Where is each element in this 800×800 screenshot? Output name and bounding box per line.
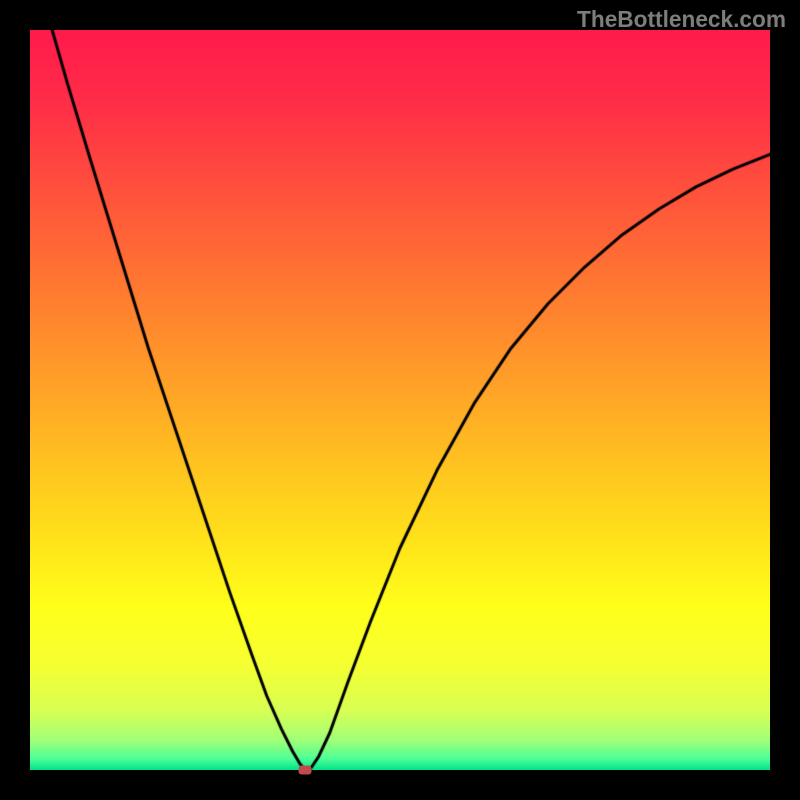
optimal-point-marker xyxy=(299,766,312,775)
watermark-text: TheBottleneck.com xyxy=(577,6,786,33)
plot-area xyxy=(30,30,770,770)
chart-container: TheBottleneck.com xyxy=(0,0,800,800)
bottleneck-curve xyxy=(30,30,770,770)
